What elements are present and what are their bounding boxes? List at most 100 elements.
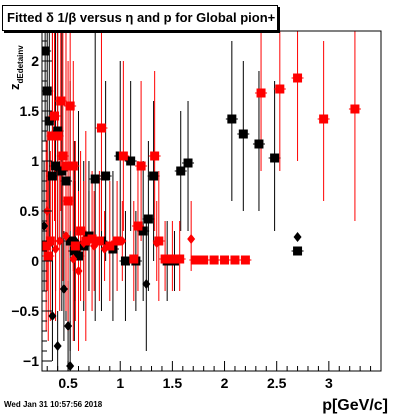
y-axis-title-main: z <box>7 83 22 90</box>
data-point-square <box>57 166 67 176</box>
data-point-square <box>175 254 185 264</box>
data-point-square <box>47 131 57 141</box>
data-point-square <box>350 104 360 114</box>
data-point-square <box>45 236 55 246</box>
data-point-square <box>118 151 128 161</box>
data-point-square <box>101 171 111 181</box>
data-point-diamond <box>53 341 62 351</box>
data-point-square <box>254 139 264 149</box>
data-point-diamond <box>152 238 161 248</box>
data-point-square <box>143 214 153 224</box>
data-point-square <box>42 241 51 251</box>
data-point-diamond <box>64 321 73 331</box>
data-point-square <box>53 126 63 136</box>
data-point-square <box>47 171 57 181</box>
y-tick-label: −0.5 <box>11 303 39 319</box>
data-point-square <box>63 196 73 206</box>
data-point-square <box>133 221 143 231</box>
y-axis-title: zdEdetainv <box>7 45 25 90</box>
chart-title: Fitted δ 1/β versus η and p for Global p… <box>2 5 278 31</box>
data-point-square <box>56 96 66 106</box>
y-axis-title-subscript: dEdetainv <box>16 45 25 84</box>
x-tick-label: 0.5 <box>58 375 78 391</box>
data-point-square <box>42 86 52 96</box>
data-point-square <box>112 236 122 246</box>
data-point-square <box>94 236 104 246</box>
x-axis-title: p[GeV/c] <box>322 397 388 414</box>
data-point-square <box>74 251 84 261</box>
data-point-diamond <box>48 311 57 321</box>
data-point-square <box>209 255 219 265</box>
axis-ticks-layer <box>42 30 382 372</box>
x-tick-label: 1 <box>116 375 124 391</box>
data-point-square <box>69 246 79 256</box>
x-tick-label: 1.5 <box>163 375 183 391</box>
data-point-square <box>53 131 63 141</box>
data-point-square <box>230 255 240 265</box>
data-point-square <box>58 151 68 161</box>
data-point-square <box>293 73 303 83</box>
error-bars-layer <box>42 31 361 371</box>
data-point-square <box>149 171 159 181</box>
data-point-square <box>199 255 209 265</box>
data-point-square <box>227 114 237 124</box>
data-point-square <box>70 241 80 251</box>
data-point-square <box>275 84 285 94</box>
data-point-square <box>319 114 329 124</box>
y-tick-label: 2 <box>31 53 39 69</box>
data-point-square <box>160 254 170 264</box>
data-point-square <box>87 234 97 244</box>
x-tick-label: 2.5 <box>267 375 287 391</box>
data-point-square <box>126 156 136 166</box>
data-point-square <box>220 255 230 265</box>
data-point-square <box>68 161 78 171</box>
data-point-square <box>293 246 303 256</box>
data-point-square <box>50 111 60 121</box>
data-point-square <box>61 161 71 171</box>
y-tick-label: 0.5 <box>20 203 40 219</box>
plot-frame <box>41 30 382 372</box>
data-point-square <box>270 153 280 163</box>
data-point-square <box>96 123 106 133</box>
data-point-square <box>61 176 71 186</box>
data-point-diamond <box>42 221 49 231</box>
data-point-diamond <box>74 266 83 276</box>
x-tick-label: 3 <box>325 375 333 391</box>
data-point-square <box>76 226 86 236</box>
data-point-diamond <box>142 279 151 289</box>
tick-labels-layer: 0.5 1 1.5 2 2.5 3 −1 −0.5 0 0.5 1 1.5 2 <box>11 53 333 391</box>
data-point-square <box>256 88 266 98</box>
data-point-diamond <box>51 244 60 254</box>
y-tick-label: 1.5 <box>20 103 40 119</box>
data-point-square <box>183 158 193 168</box>
y-tick-label: 1 <box>31 153 39 169</box>
data-point-diamond <box>59 284 68 294</box>
data-point-square <box>105 241 115 251</box>
data-point-diamond <box>66 361 75 371</box>
data-point-diamond <box>118 236 127 246</box>
data-point-square <box>44 116 54 126</box>
data-point-square <box>150 151 160 161</box>
data-point-square <box>43 251 53 261</box>
timestamp-label: Wed Jan 31 10:57:56 2018 <box>4 400 103 409</box>
data-point-square <box>240 255 250 265</box>
x-tick-label: 2 <box>221 375 229 391</box>
data-point-square <box>65 101 75 111</box>
data-point-diamond <box>90 241 99 251</box>
data-point-square <box>190 255 200 265</box>
data-point-square <box>138 226 148 236</box>
data-point-diamond <box>100 244 109 254</box>
data-point-square <box>90 174 100 184</box>
data-point-square <box>176 166 186 176</box>
markers-layer <box>42 46 360 371</box>
data-point-diamond <box>61 231 70 241</box>
y-tick-label: −1 <box>23 353 39 369</box>
data-point-square <box>51 161 61 171</box>
data-point-square <box>129 254 139 264</box>
data-point-square <box>65 236 75 246</box>
data-point-diamond <box>55 236 64 246</box>
data-point-diamond <box>69 254 78 264</box>
y-tick-label: 0 <box>31 253 39 269</box>
